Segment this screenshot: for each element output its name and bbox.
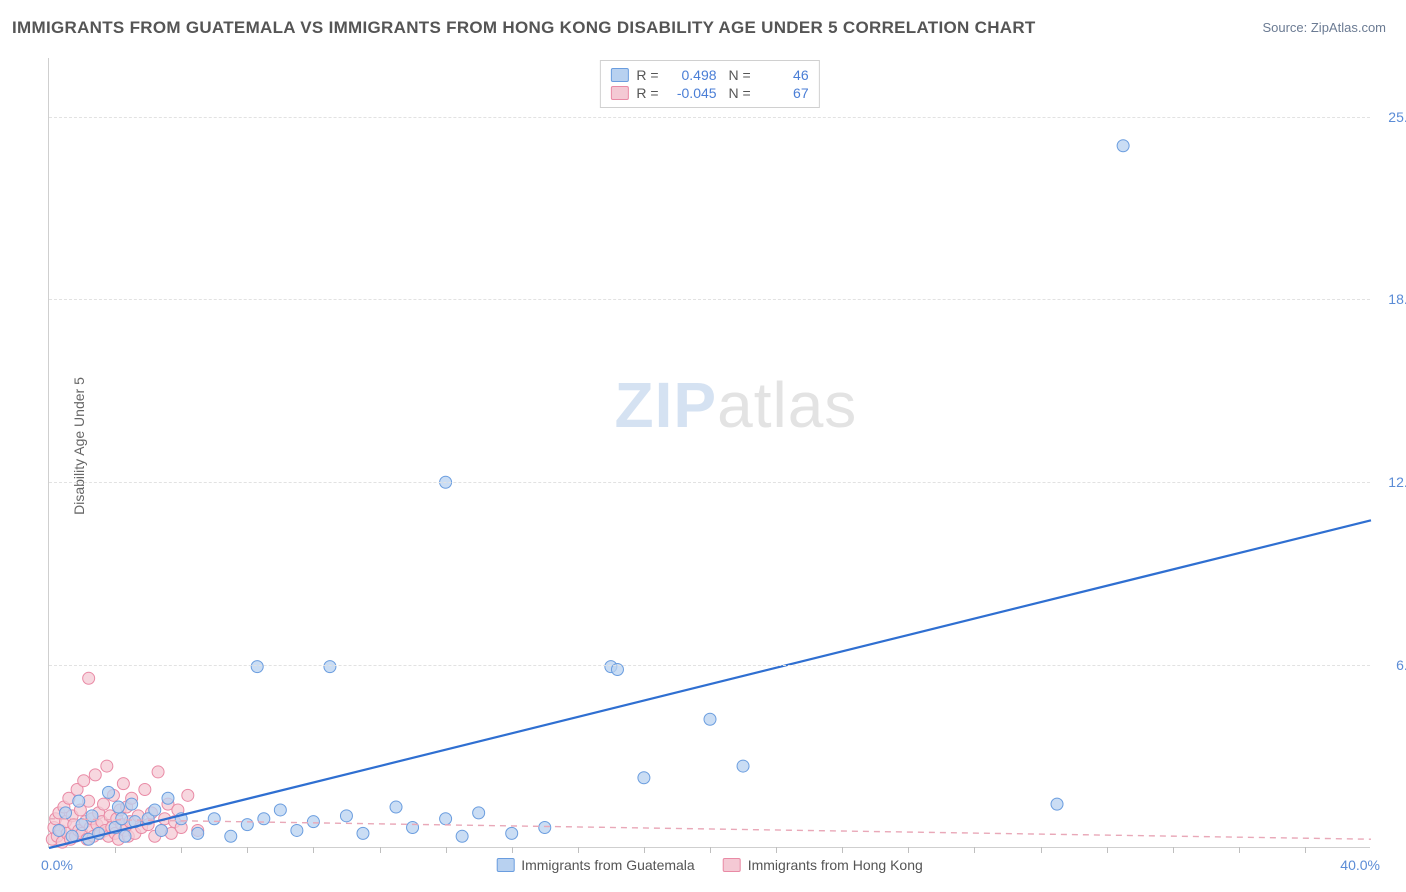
- legend-label-series-1: Immigrants from Guatemala: [521, 857, 695, 873]
- data-point: [208, 813, 220, 825]
- x-tick: [776, 847, 777, 853]
- x-tick: [710, 847, 711, 853]
- x-tick: [1041, 847, 1042, 853]
- data-point: [89, 769, 101, 781]
- data-point: [456, 830, 468, 842]
- data-point: [155, 824, 167, 836]
- x-tick: [313, 847, 314, 853]
- data-point: [473, 807, 485, 819]
- data-point: [182, 789, 194, 801]
- chart-title: IMMIGRANTS FROM GUATEMALA VS IMMIGRANTS …: [12, 18, 1036, 38]
- data-point: [274, 804, 286, 816]
- x-tick: [446, 847, 447, 853]
- data-point: [126, 798, 138, 810]
- data-point: [139, 783, 151, 795]
- data-point: [258, 813, 270, 825]
- data-point: [638, 772, 650, 784]
- data-point: [149, 804, 161, 816]
- data-point: [737, 760, 749, 772]
- y-tick-label: 12.5%: [1388, 474, 1406, 490]
- data-point: [192, 827, 204, 839]
- swatch-series-1-icon: [496, 858, 514, 872]
- data-point: [225, 830, 237, 842]
- gridline: [49, 299, 1370, 300]
- legend-item-series-1: Immigrants from Guatemala: [496, 857, 695, 873]
- data-point: [83, 672, 95, 684]
- x-tick: [842, 847, 843, 853]
- x-tick: [115, 847, 116, 853]
- x-tick: [181, 847, 182, 853]
- data-point: [1117, 140, 1129, 152]
- data-point: [119, 830, 131, 842]
- x-tick: [1173, 847, 1174, 853]
- y-tick-label: 18.8%: [1388, 291, 1406, 307]
- x-tick: [1305, 847, 1306, 853]
- scatter-svg: [49, 58, 1370, 847]
- x-tick: [247, 847, 248, 853]
- data-point: [307, 816, 319, 828]
- x-tick: [644, 847, 645, 853]
- data-point: [112, 801, 124, 813]
- swatch-series-2-icon: [723, 858, 741, 872]
- legend-label-series-2: Immigrants from Hong Kong: [748, 857, 923, 873]
- data-point: [1051, 798, 1063, 810]
- x-tick: [908, 847, 909, 853]
- data-point: [407, 822, 419, 834]
- chart-plot-area: ZIPatlas R = 0.498 N = 46 R = -0.045 N =…: [48, 58, 1370, 848]
- data-point: [53, 824, 65, 836]
- source-attribution: Source: ZipAtlas.com: [1262, 20, 1386, 35]
- data-point: [440, 813, 452, 825]
- x-axis-min-label: 0.0%: [41, 857, 73, 873]
- data-point: [324, 661, 336, 673]
- data-point: [102, 786, 114, 798]
- trend-line: [49, 520, 1371, 848]
- data-point: [357, 827, 369, 839]
- y-tick-label: 25.0%: [1388, 109, 1406, 125]
- data-point: [704, 713, 716, 725]
- data-point: [117, 778, 129, 790]
- data-point: [251, 661, 263, 673]
- data-point: [506, 827, 518, 839]
- data-point: [60, 807, 72, 819]
- data-point: [152, 766, 164, 778]
- x-axis-max-label: 40.0%: [1340, 857, 1380, 873]
- data-point: [73, 795, 85, 807]
- data-point: [162, 792, 174, 804]
- x-tick: [380, 847, 381, 853]
- data-point: [101, 760, 113, 772]
- x-tick: [578, 847, 579, 853]
- y-tick-label: 6.3%: [1396, 657, 1406, 673]
- data-point: [116, 813, 128, 825]
- data-point: [78, 775, 90, 787]
- x-tick: [1107, 847, 1108, 853]
- x-tick: [974, 847, 975, 853]
- data-point: [291, 824, 303, 836]
- data-point: [241, 819, 253, 831]
- data-point: [539, 822, 551, 834]
- gridline: [49, 117, 1370, 118]
- gridline: [49, 665, 1370, 666]
- data-point: [98, 798, 110, 810]
- series-legend: Immigrants from Guatemala Immigrants fro…: [496, 857, 923, 873]
- x-tick: [512, 847, 513, 853]
- data-point: [390, 801, 402, 813]
- x-tick: [1239, 847, 1240, 853]
- gridline: [49, 482, 1370, 483]
- legend-item-series-2: Immigrants from Hong Kong: [723, 857, 923, 873]
- data-point: [340, 810, 352, 822]
- data-point: [76, 819, 88, 831]
